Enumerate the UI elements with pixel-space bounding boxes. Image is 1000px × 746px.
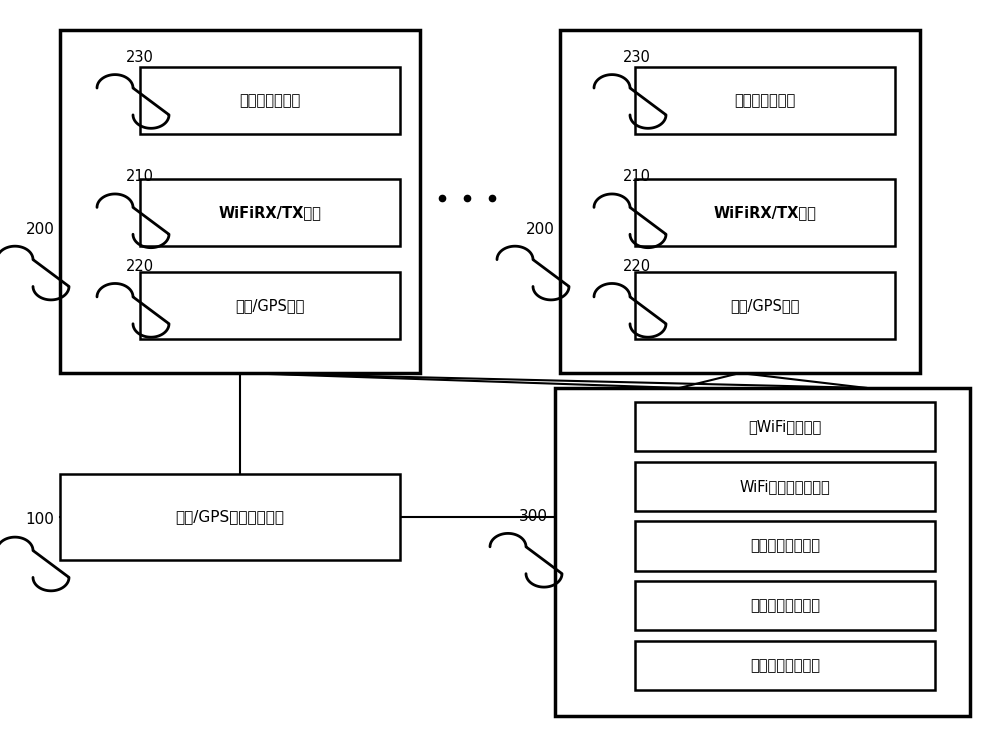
Bar: [560, 30, 920, 373]
Bar: [60, 474, 400, 560]
Bar: [635, 641, 935, 690]
Text: 230: 230: [623, 50, 651, 65]
Text: 超宽带雷达单元: 超宽带雷达单元: [734, 93, 796, 108]
Text: 200: 200: [526, 222, 554, 236]
Text: WiFiRX/TX单元: WiFiRX/TX单元: [219, 205, 321, 220]
Bar: [635, 521, 935, 571]
Text: WiFiRX/TX单元: WiFiRX/TX单元: [714, 205, 816, 220]
Text: 300: 300: [518, 509, 548, 524]
Text: 100: 100: [26, 513, 54, 527]
Text: WiFi组网和收发模块: WiFi组网和收发模块: [740, 479, 830, 494]
Bar: [635, 402, 935, 451]
Text: 220: 220: [126, 259, 154, 274]
Bar: [635, 179, 895, 246]
Bar: [555, 388, 970, 716]
Bar: [140, 179, 400, 246]
Bar: [635, 581, 935, 630]
Text: 北斗/GPS差分定位基站: 北斗/GPS差分定位基站: [176, 509, 285, 524]
Text: 探测结果显示模块: 探测结果显示模块: [750, 658, 820, 673]
Text: 230: 230: [126, 50, 154, 65]
Bar: [635, 67, 895, 134]
Bar: [60, 30, 420, 373]
Text: 200: 200: [26, 222, 54, 236]
Text: 210: 210: [126, 169, 154, 184]
Text: 北斗/GPS单元: 北斗/GPS单元: [235, 298, 305, 313]
Bar: [140, 67, 400, 134]
Text: 工作模式控制模块: 工作模式控制模块: [750, 598, 820, 613]
Bar: [140, 272, 400, 339]
Text: 超宽带雷达单元: 超宽带雷达单元: [239, 93, 301, 108]
Bar: [635, 272, 895, 339]
Text: 220: 220: [623, 259, 651, 274]
Text: 北斗/GPS单元: 北斗/GPS单元: [730, 298, 800, 313]
Text: 带WiFi终端设备: 带WiFi终端设备: [748, 419, 822, 434]
Text: 210: 210: [623, 169, 651, 184]
Text: 目标定位解算模块: 目标定位解算模块: [750, 539, 820, 554]
Bar: [635, 462, 935, 511]
